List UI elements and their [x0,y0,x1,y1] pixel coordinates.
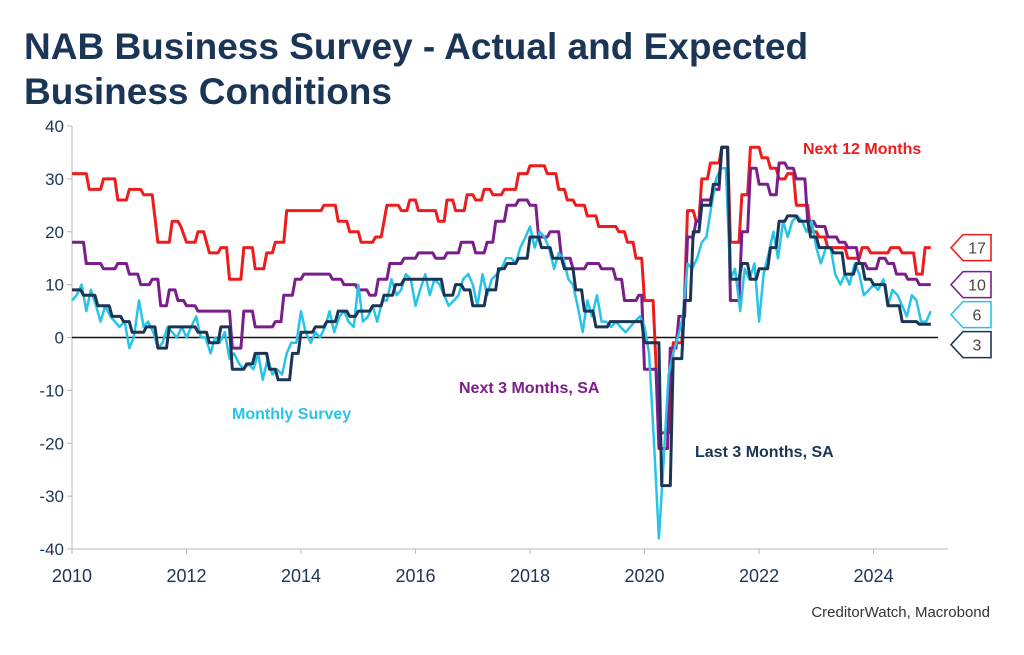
end-label-flag [949,300,992,329]
chart-title: NAB Business Survey - Actual and Expecte… [24,24,984,114]
x-tick-label: 2020 [625,566,665,586]
x-tick-label: 2018 [510,566,550,586]
chart-title-line-2: Business Conditions [24,71,392,112]
y-tick-label: -10 [39,381,64,400]
end-label-flag [949,233,992,262]
end-label-value: 3 [973,338,982,355]
annotation-next-12-months: Next 12 Months [803,141,921,158]
y-tick-label: -20 [39,434,64,453]
end-label-last-3-months-sa: 3 [949,330,992,359]
series-annotations: Next 12 Months Next 3 Months, SA Monthly S… [232,141,921,461]
series-line-next-3-months-sa [72,145,931,450]
y-tick-label: 0 [55,329,64,348]
x-tick-label: 2014 [281,566,321,586]
end-value-labels: 17 10 6 3 [949,233,992,359]
series-line-monthly-survey [71,167,932,540]
chart-series [71,145,932,540]
y-tick-label: -40 [39,540,64,559]
end-label-flag [949,330,992,359]
x-tick-label: 2010 [52,566,92,586]
end-label-flag [949,270,992,299]
series-line-last-3-months-sa [72,145,931,488]
end-label-next-3-months-sa: 10 [949,270,992,299]
y-tick-label: 10 [45,276,64,295]
x-tick-label: 2024 [854,566,894,586]
end-label-value: 10 [968,278,986,295]
y-tick-label: 30 [45,170,64,189]
end-label-next-12-months: 17 [949,233,992,262]
end-label-value: 6 [973,308,982,325]
end-label-value: 17 [968,241,986,258]
y-tick-label: -30 [39,487,64,506]
series-line-next-12-months [72,145,931,435]
x-tick-label: 2016 [396,566,436,586]
end-label-monthly-survey: 6 [949,300,992,329]
y-tick-label: 20 [45,223,64,242]
chart-title-line-1: NAB Business Survey - Actual and Expecte… [24,26,809,67]
x-tick-label: 2022 [739,566,779,586]
annotation-monthly-survey: Monthly Survey [232,406,351,423]
source-note: CreditorWatch, Macrobond [811,604,990,621]
annotation-last-3-months-sa: Last 3 Months, SA [695,444,834,461]
annotation-next-3-months-sa: Next 3 Months, SA [459,380,600,397]
x-tick-label: 2012 [166,566,206,586]
y-tick-label: 40 [45,117,64,136]
